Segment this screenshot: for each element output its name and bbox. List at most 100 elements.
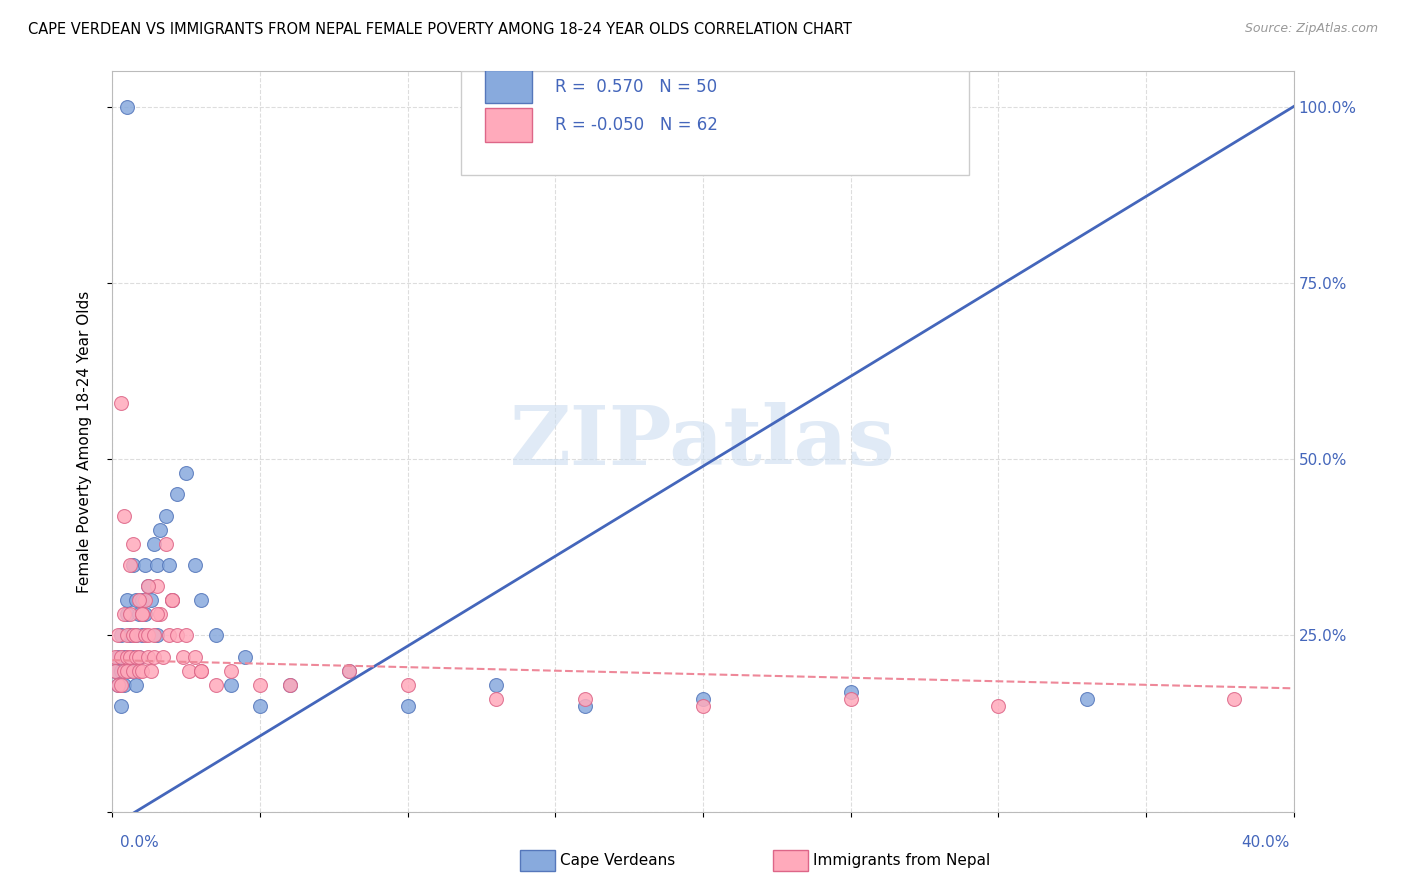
Point [139, 664, 162, 678]
Point [146, 579, 169, 593]
Point [112, 664, 135, 678]
Point [190, 664, 212, 678]
Point [160, 593, 183, 607]
Point [110, 698, 132, 713]
Text: 0.0%: 0.0% [120, 836, 159, 850]
Text: R = -0.050   N = 62: R = -0.050 N = 62 [555, 116, 718, 134]
Point [205, 628, 228, 642]
Point [987, 698, 1010, 713]
Point [110, 628, 132, 642]
Text: Immigrants from Nepal: Immigrants from Nepal [813, 854, 990, 868]
Point [120, 628, 142, 642]
Point [110, 664, 132, 678]
Point [157, 628, 180, 642]
Point [233, 649, 256, 664]
Point [117, 664, 138, 678]
Point [110, 649, 132, 664]
Point [128, 664, 150, 678]
Point [136, 579, 159, 593]
Point [146, 628, 169, 642]
Point [107, 678, 129, 692]
Point [152, 649, 174, 664]
Point [125, 628, 148, 642]
Point [142, 649, 165, 664]
Point [205, 678, 228, 692]
Point [117, 100, 138, 114]
Point [104, 664, 127, 678]
Point [149, 523, 172, 537]
Point [146, 607, 169, 622]
Point [157, 558, 180, 572]
Point [122, 664, 145, 678]
Point [112, 607, 135, 622]
Point [125, 593, 148, 607]
Point [160, 593, 183, 607]
Point [125, 678, 148, 692]
Point [128, 649, 150, 664]
FancyBboxPatch shape [461, 71, 969, 175]
Point [155, 508, 177, 523]
Point [134, 558, 156, 572]
Point [219, 664, 242, 678]
Point [142, 537, 165, 551]
Point [104, 649, 127, 664]
Text: CAPE VERDEAN VS IMMIGRANTS FROM NEPAL FEMALE POVERTY AMONG 18-24 YEAR OLDS CORRE: CAPE VERDEAN VS IMMIGRANTS FROM NEPAL FE… [28, 22, 852, 37]
Point [107, 649, 129, 664]
Point [134, 607, 156, 622]
Point [104, 664, 127, 678]
Point [122, 537, 145, 551]
Text: 40.0%: 40.0% [1241, 836, 1289, 850]
Point [136, 579, 159, 593]
Point [249, 678, 271, 692]
Point [110, 396, 132, 410]
Point [249, 698, 271, 713]
Point [219, 678, 242, 692]
Point [117, 593, 138, 607]
Point [574, 692, 596, 706]
Point [122, 558, 145, 572]
Point [160, 593, 183, 607]
Point [184, 558, 207, 572]
Point [574, 698, 596, 713]
Point [692, 692, 714, 706]
Point [174, 628, 197, 642]
Point [172, 649, 194, 664]
Point [839, 692, 862, 706]
Point [278, 678, 301, 692]
Point [131, 593, 153, 607]
Point [120, 558, 142, 572]
Point [107, 678, 129, 692]
Point [166, 628, 188, 642]
Point [107, 628, 129, 642]
Point [125, 649, 148, 664]
Point [278, 678, 301, 692]
Point [120, 649, 142, 664]
Point [128, 649, 150, 664]
Point [117, 649, 138, 664]
Point [396, 698, 419, 713]
Point [337, 664, 360, 678]
Point [112, 678, 135, 692]
Point [117, 628, 138, 642]
Point [1076, 692, 1098, 706]
Point [485, 678, 508, 692]
Point [184, 649, 207, 664]
Point [139, 593, 162, 607]
Point [110, 678, 132, 692]
Point [839, 685, 862, 699]
Point [122, 628, 145, 642]
Point [692, 698, 714, 713]
Point [128, 607, 150, 622]
Point [120, 607, 142, 622]
Point [112, 508, 135, 523]
Point [1223, 692, 1246, 706]
Point [136, 628, 159, 642]
Text: Source: ZipAtlas.com: Source: ZipAtlas.com [1244, 22, 1378, 36]
Point [190, 664, 212, 678]
Text: R =  0.570   N = 50: R = 0.570 N = 50 [555, 78, 717, 95]
Point [485, 692, 508, 706]
Text: Cape Verdeans: Cape Verdeans [560, 854, 675, 868]
FancyBboxPatch shape [485, 108, 531, 142]
Point [122, 649, 145, 664]
Point [117, 649, 138, 664]
